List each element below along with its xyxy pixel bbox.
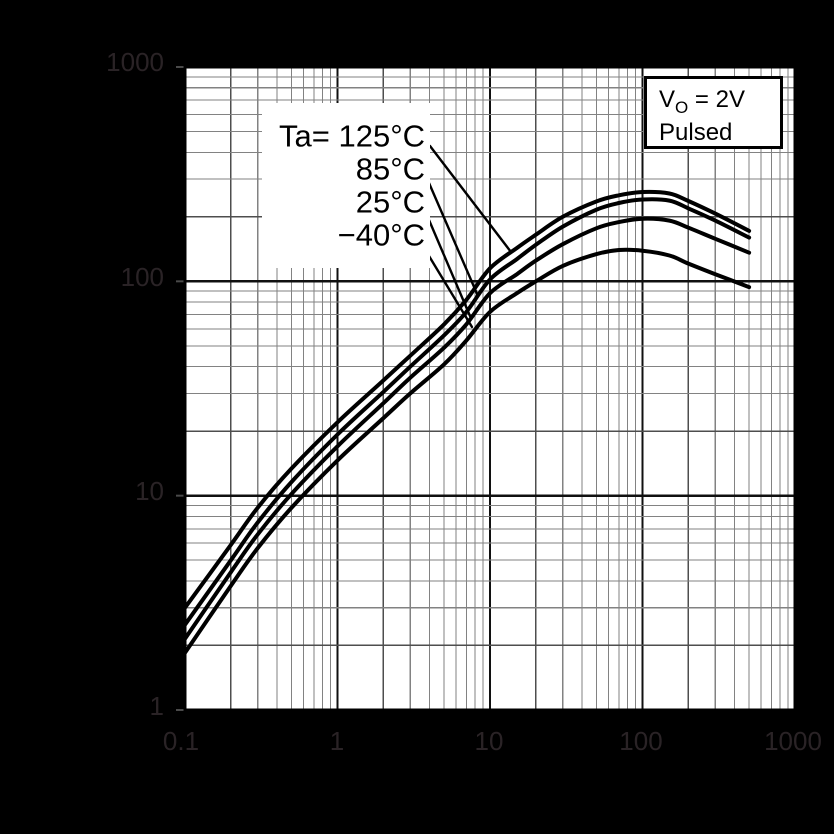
x-tick-100: 100 xyxy=(619,726,663,756)
conditions-box: VO = 2V Pulsed xyxy=(644,76,783,149)
legend-leader-line xyxy=(428,144,513,254)
curve-ta-85 xyxy=(183,197,752,627)
y-tick-1: 1 xyxy=(149,691,164,721)
temperature-legend: Ta= 125°C 85°C 25°C −40°C xyxy=(262,103,430,268)
y-tick-1000: 1000 xyxy=(106,47,164,77)
legend-label-125c: Ta= 125°C xyxy=(279,118,425,154)
legend-label-85c: 85°C xyxy=(355,151,425,187)
x-tick-0p1: 0.1 xyxy=(162,726,200,756)
y-tick-100: 100 xyxy=(120,262,164,292)
curve-ta-125 xyxy=(183,189,752,610)
legend-leader-line xyxy=(427,218,472,318)
x-tick-1: 1 xyxy=(329,726,345,756)
condition-pulsed: Pulsed xyxy=(659,119,733,146)
x-tick-1000: 1000 xyxy=(764,726,822,756)
plot-frame xyxy=(183,65,797,712)
y-tick-10: 10 xyxy=(135,476,164,506)
legend-label-minus40c: −40°C xyxy=(337,217,425,253)
curve-ta-minus40 xyxy=(183,247,752,655)
x-tick-10: 10 xyxy=(474,726,504,756)
legend-leader-line xyxy=(427,181,480,298)
curve-ta-25 xyxy=(183,216,752,641)
condition-vo: VO = 2V xyxy=(659,86,745,117)
legend-label-25c: 25°C xyxy=(355,184,425,220)
